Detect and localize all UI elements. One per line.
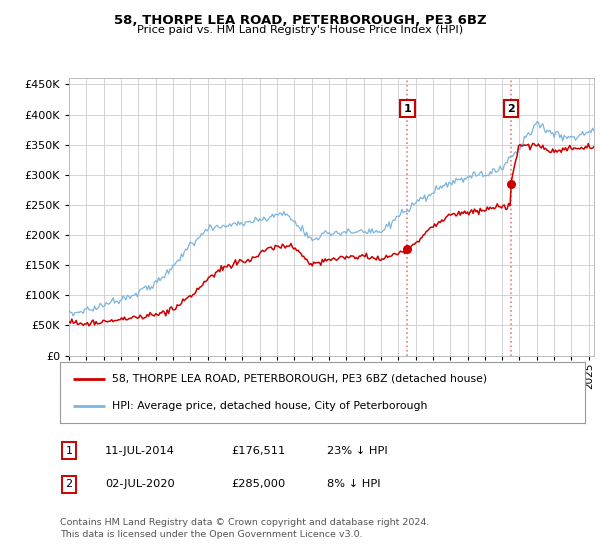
- Text: 23% ↓ HPI: 23% ↓ HPI: [327, 446, 388, 456]
- Text: 58, THORPE LEA ROAD, PETERBOROUGH, PE3 6BZ: 58, THORPE LEA ROAD, PETERBOROUGH, PE3 6…: [113, 14, 487, 27]
- Text: 1: 1: [65, 446, 73, 456]
- Text: Contains HM Land Registry data © Crown copyright and database right 2024.
This d: Contains HM Land Registry data © Crown c…: [60, 518, 430, 539]
- Text: £176,511: £176,511: [231, 446, 285, 456]
- Text: 2: 2: [65, 479, 73, 489]
- Text: HPI: Average price, detached house, City of Peterborough: HPI: Average price, detached house, City…: [113, 402, 428, 412]
- Text: £285,000: £285,000: [231, 479, 285, 489]
- Text: 8% ↓ HPI: 8% ↓ HPI: [327, 479, 380, 489]
- Text: 1: 1: [404, 104, 411, 114]
- Text: 11-JUL-2014: 11-JUL-2014: [105, 446, 175, 456]
- Text: 2: 2: [507, 104, 515, 114]
- Text: Price paid vs. HM Land Registry's House Price Index (HPI): Price paid vs. HM Land Registry's House …: [137, 25, 463, 35]
- Text: 02-JUL-2020: 02-JUL-2020: [105, 479, 175, 489]
- Text: 58, THORPE LEA ROAD, PETERBOROUGH, PE3 6BZ (detached house): 58, THORPE LEA ROAD, PETERBOROUGH, PE3 6…: [113, 374, 488, 384]
